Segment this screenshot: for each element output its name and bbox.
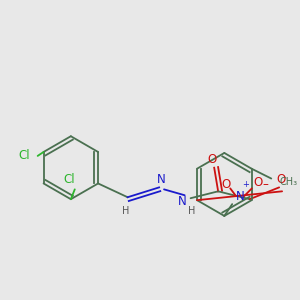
Text: Cl: Cl [18, 149, 30, 162]
Text: Cl: Cl [63, 173, 75, 186]
Text: CH₃: CH₃ [279, 178, 297, 188]
Text: H: H [188, 206, 195, 216]
Text: N: N [178, 195, 187, 208]
Text: O: O [277, 173, 286, 186]
Text: –: – [263, 178, 268, 191]
Text: H: H [122, 206, 129, 216]
Text: N: N [157, 173, 165, 186]
Text: O: O [222, 178, 231, 191]
Text: O: O [208, 153, 217, 166]
Text: N: N [236, 190, 244, 203]
Text: +: + [242, 180, 249, 189]
Text: O: O [253, 176, 262, 189]
